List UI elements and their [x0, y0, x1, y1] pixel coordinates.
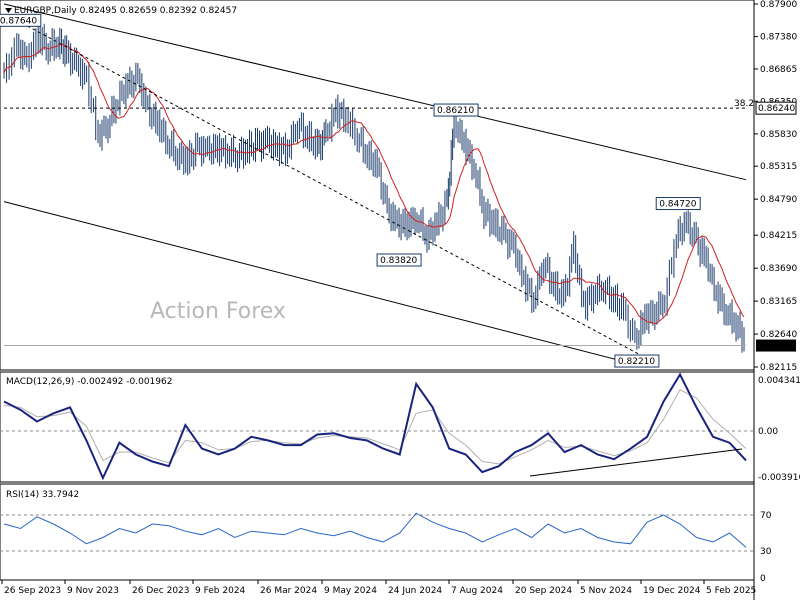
x-tick-label: 7 Aug 2024: [451, 586, 503, 596]
upper-channel-line: [3, 3, 747, 181]
channel-lines: 38.2: [3, 3, 754, 368]
x-tick-label: 9 Feb 2024: [195, 586, 246, 596]
price-title: EURGBP,Daily 0.82495 0.82659 0.82392 0.8…: [14, 6, 237, 16]
watermark: Action Forex: [150, 299, 286, 324]
last-price-box: [756, 339, 796, 352]
price-tick-label: 0.86865: [760, 65, 797, 75]
fib-value-box: [755, 101, 797, 115]
price-tick-label: 0.82115: [760, 363, 797, 373]
macd-title: MACD(12,26,9) -0.002492 -0.001962: [6, 377, 172, 387]
x-tick-label: 5 Nov 2024: [580, 586, 632, 596]
macd-panel: 0.004341 0.00 -0.003916 MACD(12,26,9) -0.0…: [0, 371, 800, 483]
price-tick-label: 0.87900: [760, 0, 797, 10]
x-tick-label: 5 Feb 2025: [706, 586, 756, 596]
fib-level-label: 38.2: [734, 99, 754, 109]
x-tick-label: 24 Jun 2024: [388, 586, 442, 596]
rsi-plot-area: [0, 483, 755, 581]
annotation-label: 0.82210: [618, 357, 655, 367]
price-tick-label: 0.85830: [760, 130, 797, 140]
x-tick-label: 9 Nov 2023: [67, 586, 119, 596]
macd-y-axis: 0.004341 0.00 -0.003916: [758, 376, 800, 483]
rsi-line: [3, 512, 747, 548]
annotation-box: [655, 197, 701, 211]
annotation-label: 0.84720: [659, 200, 696, 210]
price-y-axis: 0.879000.873800.868650.863500.858300.853…: [753, 0, 797, 600]
rsi-tick-label: 30: [760, 547, 772, 557]
x-tick-label: 26 Sep 2023: [4, 586, 61, 596]
chart-menu-icon[interactable]: [5, 8, 12, 13]
rsi-title: RSI(14) 33.7942: [6, 490, 79, 500]
macd-line: [3, 372, 747, 481]
rsi-panel: 70 30 0 RSI(14) 33.7942: [0, 483, 772, 584]
annotation-box: [614, 354, 660, 368]
macd-tick-label: 0.004341: [758, 376, 800, 386]
moving-average-line: [3, 43, 745, 325]
x-tick-label: 19 Dec 2024: [643, 586, 701, 596]
rsi-y-axis: 70 30 0: [760, 511, 772, 584]
x-tick-label: 9 May 2024: [324, 586, 377, 596]
price-tick-label: 0.83690: [760, 264, 797, 274]
fib-value-label: 0.86240: [758, 104, 795, 114]
lower-channel-line: [3, 201, 647, 368]
macd-tick-label: 0.00: [758, 427, 778, 437]
annotation-label: 0.87640: [0, 16, 37, 26]
dashed-trend-line: [16, 19, 644, 358]
annotation-box: [0, 13, 42, 27]
annotation-label: 0.83820: [380, 256, 417, 266]
x-tick-label: 26 Mar 2024: [260, 586, 317, 596]
x-tick-label: 20 Sep 2024: [515, 586, 572, 596]
rsi-tick-label: 0: [760, 574, 766, 584]
price-tick-label: 0.87380: [760, 33, 797, 43]
macd-tick-label: -0.003916: [758, 473, 800, 483]
price-tick-label: 0.82640: [760, 330, 797, 340]
annotation-label: 0.86210: [437, 106, 474, 116]
x-tick-label: 26 Dec 2023: [132, 586, 190, 596]
price-tick-label: 0.84215: [760, 231, 797, 241]
last-price-label: 0.82457: [758, 342, 795, 352]
price-annotations: 0.87640 0.86210 0.83820 0.84720 0.82210: [0, 13, 701, 368]
annotation-box: [433, 103, 479, 117]
macd-trendline: [529, 448, 743, 477]
price-tick-label: 0.85315: [760, 162, 797, 172]
rsi-tick-label: 70: [760, 511, 772, 521]
annotation-box: [376, 253, 422, 267]
x-axis: 26 Sep 2023 9 Nov 2023 26 Dec 2023 9 Feb 20…: [1, 580, 756, 596]
price-tick-label: 0.84790: [760, 195, 797, 205]
price-tick-label: 0.83165: [760, 297, 797, 307]
macd-plot-area: [0, 371, 755, 483]
